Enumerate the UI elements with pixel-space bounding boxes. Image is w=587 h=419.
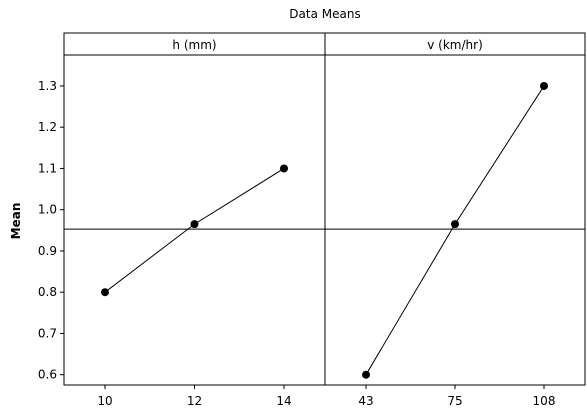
panel-strip-label: v (km/hr) (427, 38, 483, 52)
x-tick-label: 14 (276, 394, 291, 408)
panel-strip-label: h (mm) (172, 38, 216, 52)
panel-2: v (km/hr) 43 75 108 (358, 38, 555, 408)
y-tick-label: 0.6 (38, 368, 57, 382)
panel-1: h (mm) 10 12 14 (97, 38, 291, 408)
series-line (104, 168, 285, 293)
x-tick-label: 10 (97, 394, 112, 408)
y-tick-label: 0.8 (38, 285, 57, 299)
data-point (101, 288, 109, 297)
data-point (451, 220, 459, 229)
y-tick-label: 0.7 (38, 326, 57, 340)
data-point (280, 164, 288, 173)
data-point (190, 220, 199, 229)
chart-title: Data Means (289, 7, 360, 21)
y-axis-label: Mean (9, 203, 23, 240)
y-tick-label: 0.9 (38, 244, 57, 258)
x-tick-label: 108 (533, 394, 556, 408)
x-tick-label: 12 (187, 394, 202, 408)
x-tick-label: 43 (358, 394, 373, 408)
series-line (365, 85, 545, 375)
y-tick-label: 1.1 (38, 161, 57, 175)
y-tick-label: 1.0 (38, 203, 57, 217)
data-point (540, 81, 548, 90)
plot-area: 0.6 0.7 0.8 0.9 1.0 1.1 1.2 1.3 h (mm) 10 12 14 v (k… (38, 32, 586, 408)
x-tick-label: 75 (447, 394, 462, 408)
data-point (362, 370, 370, 379)
y-tick-label: 1.2 (38, 120, 57, 134)
y-tick-label: 1.3 (38, 79, 57, 93)
